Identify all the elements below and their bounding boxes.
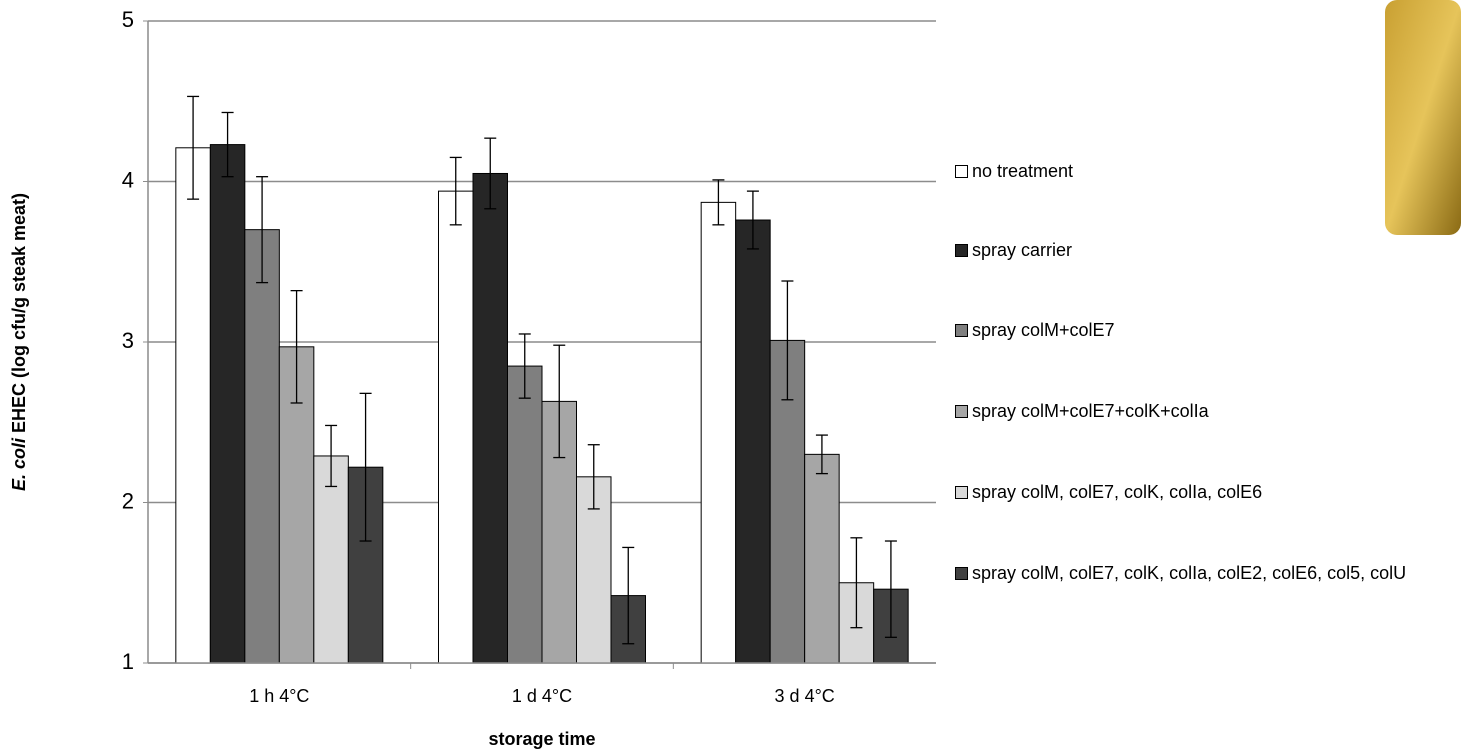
bar [439, 191, 474, 663]
y-tick-label: 3 [122, 328, 134, 353]
y-axis-title: E. coli EHEC (log cfu/g steak meat) [9, 193, 29, 491]
y-axis-title-rest: EHEC (log cfu/g steak meat) [9, 193, 29, 433]
legend-entry: spray colM, colE7, colK, colIa, colE2, c… [955, 562, 1461, 585]
x-tick-label: 3 d 4°C [775, 686, 835, 706]
chart: E. coli EHEC (log cfu/g steak meat) stor… [0, 0, 1461, 752]
photo [1385, 0, 1461, 235]
bar [176, 148, 211, 663]
legend-entry: spray colM, colE7, colK, colIa, colE6 [955, 481, 1461, 504]
legend-entry: no treatment [955, 160, 1461, 183]
legend-swatch [955, 567, 968, 580]
bar [701, 202, 736, 663]
legend-swatch [955, 486, 968, 499]
x-axis-title: storage time [488, 729, 595, 749]
bar [508, 366, 543, 663]
y-tick-label: 4 [122, 167, 134, 192]
legend-label: spray colM, colE7, colK, colIa, colE2, c… [972, 562, 1406, 585]
y-tick-label: 2 [122, 488, 134, 513]
bar [210, 145, 245, 663]
bar [245, 230, 279, 663]
legend-label: spray carrier [972, 239, 1072, 262]
legend-label: spray colM, colE7, colK, colIa, colE6 [972, 481, 1262, 504]
legend-swatch [955, 324, 968, 337]
page: {"chart_data": {"type": "bar", "ylabel":… [0, 0, 1461, 752]
legend-entry: spray colM+colE7+colK+colIa [955, 400, 1461, 423]
bar [473, 173, 508, 663]
x-tick-label: 1 h 4°C [249, 686, 309, 706]
x-tick-label: 1 d 4°C [512, 686, 572, 706]
y-tick-label: 5 [122, 7, 134, 32]
legend-label: spray colM+colE7+colK+colIa [972, 400, 1209, 423]
y-tick-label: 1 [122, 649, 134, 674]
bar [736, 220, 771, 663]
legend-swatch [955, 405, 968, 418]
legend-label: no treatment [972, 160, 1073, 183]
legend-entry: spray colM+colE7 [955, 319, 1461, 342]
legend-swatch [955, 165, 968, 178]
bar [805, 454, 840, 663]
legend-label: spray colM+colE7 [972, 319, 1115, 342]
legend-swatch [955, 244, 968, 257]
legend-entry: spray carrier [955, 239, 1461, 262]
y-axis-title-italic: E. coli [9, 437, 29, 491]
